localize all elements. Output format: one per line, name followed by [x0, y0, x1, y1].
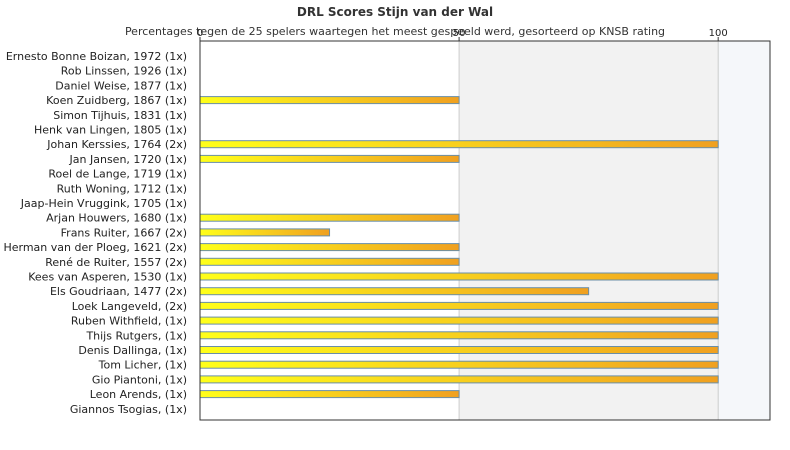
bar: [199, 360, 719, 369]
category-label: Ernesto Bonne Boizan, 1972 (1x): [6, 50, 187, 63]
chart-title: DRL Scores Stijn van der Wal: [296, 5, 494, 19]
bar: [199, 287, 590, 296]
category-label: Rob Linssen, 1926 (1x): [61, 65, 187, 78]
bar: [199, 375, 719, 384]
bar: [199, 154, 460, 163]
category-label: Kees van Asperen, 1530 (1x): [28, 271, 187, 284]
category-label: Ruben Withfield, (1x): [71, 315, 187, 328]
bar: [199, 96, 460, 105]
category-label: Els Goudriaan, 1477 (2x): [50, 285, 187, 298]
category-label: Denis Dallinga, (1x): [78, 344, 187, 357]
bar: [199, 390, 460, 399]
category-label: Loek Langeveld, (2x): [72, 300, 187, 313]
category-label: Gio Piantoni, (1x): [92, 373, 187, 386]
category-label: Thijs Rutgers, (1x): [85, 329, 187, 342]
category-label: Simon Tijhuis, 1831 (1x): [53, 109, 187, 122]
bar: [199, 213, 460, 222]
category-label: Giannos Tsogias, (1x): [70, 403, 187, 416]
bar: [199, 316, 719, 325]
x-tick-label: 0: [197, 28, 203, 39]
category-label: Jan Jansen, 1720 (1x): [69, 153, 187, 166]
category-label: Ruth Woning, 1712 (1x): [57, 182, 187, 195]
bar: [199, 243, 460, 252]
category-label: Henk van Lingen, 1805 (1x): [34, 124, 187, 137]
plot-frame: [199, 40, 771, 421]
plot-band-100-plus: [718, 41, 770, 420]
category-label: Jaap-Hein Vruggink, 1705 (1x): [20, 197, 187, 210]
category-label: Leon Arends, (1x): [90, 388, 187, 401]
x-tick-label: 100: [709, 28, 728, 39]
category-label: Arjan Houwers, 1680 (1x): [46, 212, 187, 225]
bar: [199, 228, 331, 237]
category-label: Roel de Lange, 1719 (1x): [48, 168, 187, 181]
category-label: Tom Licher, (1x): [98, 359, 187, 372]
category-label: Herman van der Ploeg, 1621 (2x): [3, 241, 187, 254]
bar: [199, 272, 719, 281]
category-label: Johan Kerssies, 1764 (2x): [46, 138, 187, 151]
chart-subtitle: Percentages tegen de 25 spelers waartege…: [124, 25, 666, 38]
x-tick-label: 50: [453, 28, 466, 39]
bar: [199, 140, 719, 149]
bar: [199, 257, 460, 266]
bar: [199, 331, 719, 340]
category-label: Frans Ruiter, 1667 (2x): [61, 226, 187, 239]
bar: [199, 301, 719, 310]
category-label: Koen Zuidberg, 1867 (1x): [46, 94, 187, 107]
category-label: René de Ruiter, 1557 (2x): [45, 256, 187, 269]
plot-band-50-100: [459, 41, 719, 420]
bar: [199, 346, 719, 354]
category-label: Daniel Weise, 1877 (1x): [55, 79, 187, 92]
